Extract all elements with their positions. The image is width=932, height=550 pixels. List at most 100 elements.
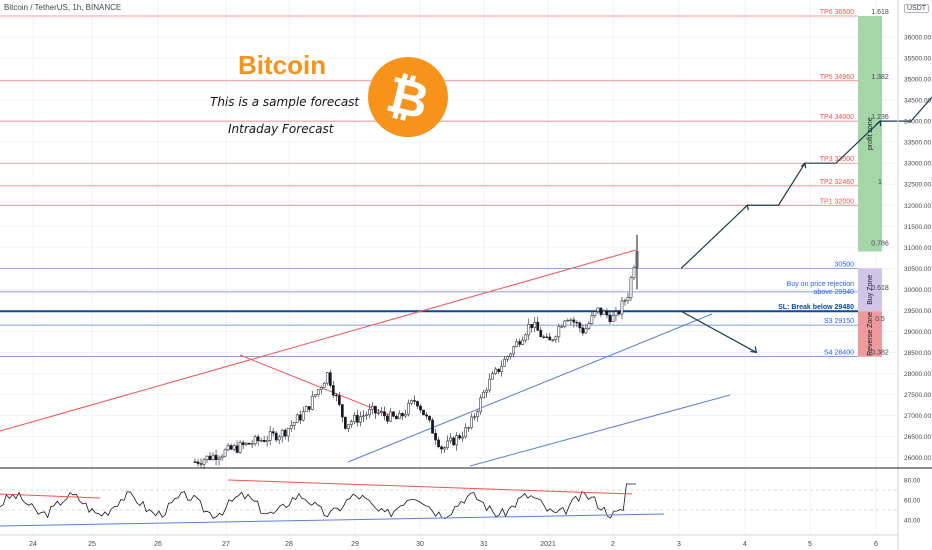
candle-body	[581, 327, 585, 334]
candle-body	[416, 401, 419, 407]
candle-body	[340, 404, 344, 418]
candle-body	[353, 414, 356, 422]
reverse-zone-label: Reverse Zone	[867, 312, 874, 356]
falling-trendline	[239, 354, 393, 417]
time-tick-label: 2	[611, 541, 615, 548]
candle-body	[247, 442, 251, 445]
candle-body	[410, 400, 413, 404]
level-label: SL: Break below 29480	[778, 304, 854, 311]
candle-body	[470, 416, 473, 428]
candle-body	[506, 356, 510, 360]
bullish-forecast-path	[680, 96, 932, 269]
candle-body	[515, 341, 519, 348]
candle-body	[491, 373, 495, 380]
level-label: TP5 34960	[820, 74, 854, 81]
price-tick-label: 33000.00	[904, 161, 931, 168]
candle-body	[428, 415, 431, 421]
time-tick-label: 6	[874, 541, 878, 548]
candle-body	[274, 432, 278, 441]
candle-body	[596, 307, 600, 312]
candle-body	[530, 323, 534, 328]
candle-body	[223, 449, 227, 457]
price-tick-label: 30000.00	[904, 287, 931, 294]
candle-body	[563, 320, 567, 327]
candle-body	[316, 389, 320, 395]
subtitle-line-2: Intraday Forecast	[228, 122, 334, 136]
candle-body	[235, 445, 239, 453]
candle-body	[271, 431, 275, 434]
currency-badge[interactable]: USDT	[904, 4, 930, 13]
time-tick-label: 25	[88, 541, 96, 548]
rising-wedge-upper	[0, 249, 637, 432]
candle-body	[325, 372, 329, 384]
price-tick-label: 33500.00	[904, 140, 931, 147]
candle-body	[569, 319, 573, 321]
candle-body	[620, 300, 624, 315]
candle-body	[404, 413, 407, 417]
candle-body	[362, 415, 365, 418]
candle-body	[374, 405, 377, 414]
candle-body	[575, 321, 579, 324]
price-tick-label: 26500.00	[904, 434, 931, 441]
candle-body	[322, 382, 326, 388]
candle-body	[488, 378, 492, 391]
candle-body	[262, 440, 266, 442]
price-tick-label: 29000.00	[904, 329, 931, 336]
profit-zone-label: profit zone	[867, 117, 874, 150]
symbol-header: Bitcoin / TetherUS, 1h, BINANCE	[4, 3, 122, 12]
trade-zones: profit zone Buy Zone Reverse Zone 1.618 1.38…	[858, 9, 889, 357]
candle-body	[343, 416, 347, 429]
chart-title: Bitcoin	[238, 50, 327, 80]
candle-body	[253, 436, 257, 444]
candle-body	[277, 436, 281, 441]
candle-body	[380, 411, 383, 414]
candle-body	[346, 424, 350, 429]
price-levels: TP6 36500 TP5 34960 TP4 34000 TP3 33000 TP2 …	[0, 9, 858, 358]
subtitle-line-1: This is a sample forecast	[210, 95, 360, 109]
osc-trendline	[0, 493, 101, 499]
fib-label: 0.382	[871, 350, 889, 357]
candle-body	[524, 334, 528, 341]
candle-body	[476, 411, 479, 417]
rising-support-line	[347, 313, 713, 463]
time-axis: 24 25 26 27 28 29 30 31 2021 2 3 4 5 6	[0, 534, 898, 548]
candle-body	[479, 397, 482, 413]
candle-body	[386, 415, 389, 422]
candle-body	[572, 319, 576, 323]
candle-body	[289, 425, 293, 429]
candle-body	[193, 461, 197, 463]
candle-body	[446, 440, 449, 448]
time-tick-label: 31	[480, 541, 488, 548]
fib-label: 0.5	[875, 316, 885, 323]
candle-body	[437, 439, 440, 448]
candle-body	[632, 267, 636, 279]
candle-body	[383, 411, 386, 417]
candle-body	[482, 391, 486, 399]
forecast-arrows	[680, 96, 932, 354]
candle-body	[398, 413, 401, 420]
level-label: S3 29150	[824, 318, 854, 325]
level-label: TP1 32000	[820, 198, 854, 205]
candle-body	[292, 422, 296, 426]
candle-body	[461, 436, 464, 439]
candle-body	[473, 416, 476, 418]
osc-tick-label: 60.00	[904, 498, 921, 505]
time-tick-label: 3	[677, 541, 681, 548]
time-tick-label: 27	[222, 541, 230, 548]
candle-body	[229, 445, 233, 450]
candle-body	[431, 419, 434, 434]
candle-body	[455, 435, 458, 446]
candle-body	[401, 413, 404, 417]
fib-label: 0.618	[871, 285, 889, 292]
candle-body	[566, 320, 570, 322]
price-tick-label: 28500.00	[904, 350, 931, 357]
level-label: TP4 34000	[820, 114, 854, 121]
forecast-arrowhead	[800, 162, 807, 169]
candle-body	[509, 353, 513, 357]
candle-body	[512, 346, 516, 355]
candle-body	[608, 314, 612, 322]
price-tick-label: 31000.00	[904, 245, 931, 252]
candle-body	[413, 400, 416, 402]
candle-body	[452, 437, 455, 446]
price-tick-label: 34500.00	[904, 98, 931, 105]
